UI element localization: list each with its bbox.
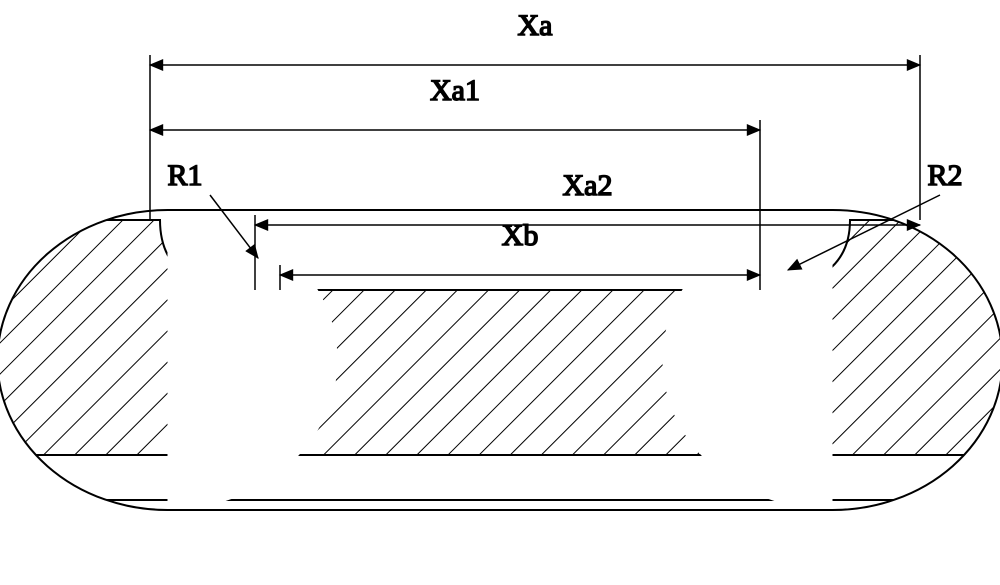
label-R2: R2 (927, 159, 962, 192)
dim-label-Xa1: Xa1 (430, 74, 480, 107)
hatched-section (0, 220, 1000, 455)
ledge-notch (800, 455, 820, 500)
dim-label-Xb: Xb (502, 219, 539, 252)
dim-label-Xa2: Xa2 (563, 169, 613, 202)
dim-label-Xa: Xa (518, 9, 553, 42)
dimension-group: Xa Xa1 Xa2 Xb (150, 9, 920, 290)
label-R1: R1 (167, 159, 202, 192)
clipped-region (0, 220, 1000, 500)
section-diagram: Xa Xa1 Xa2 Xb R1 R2 (0, 0, 1000, 585)
leader-R1 (210, 195, 258, 258)
